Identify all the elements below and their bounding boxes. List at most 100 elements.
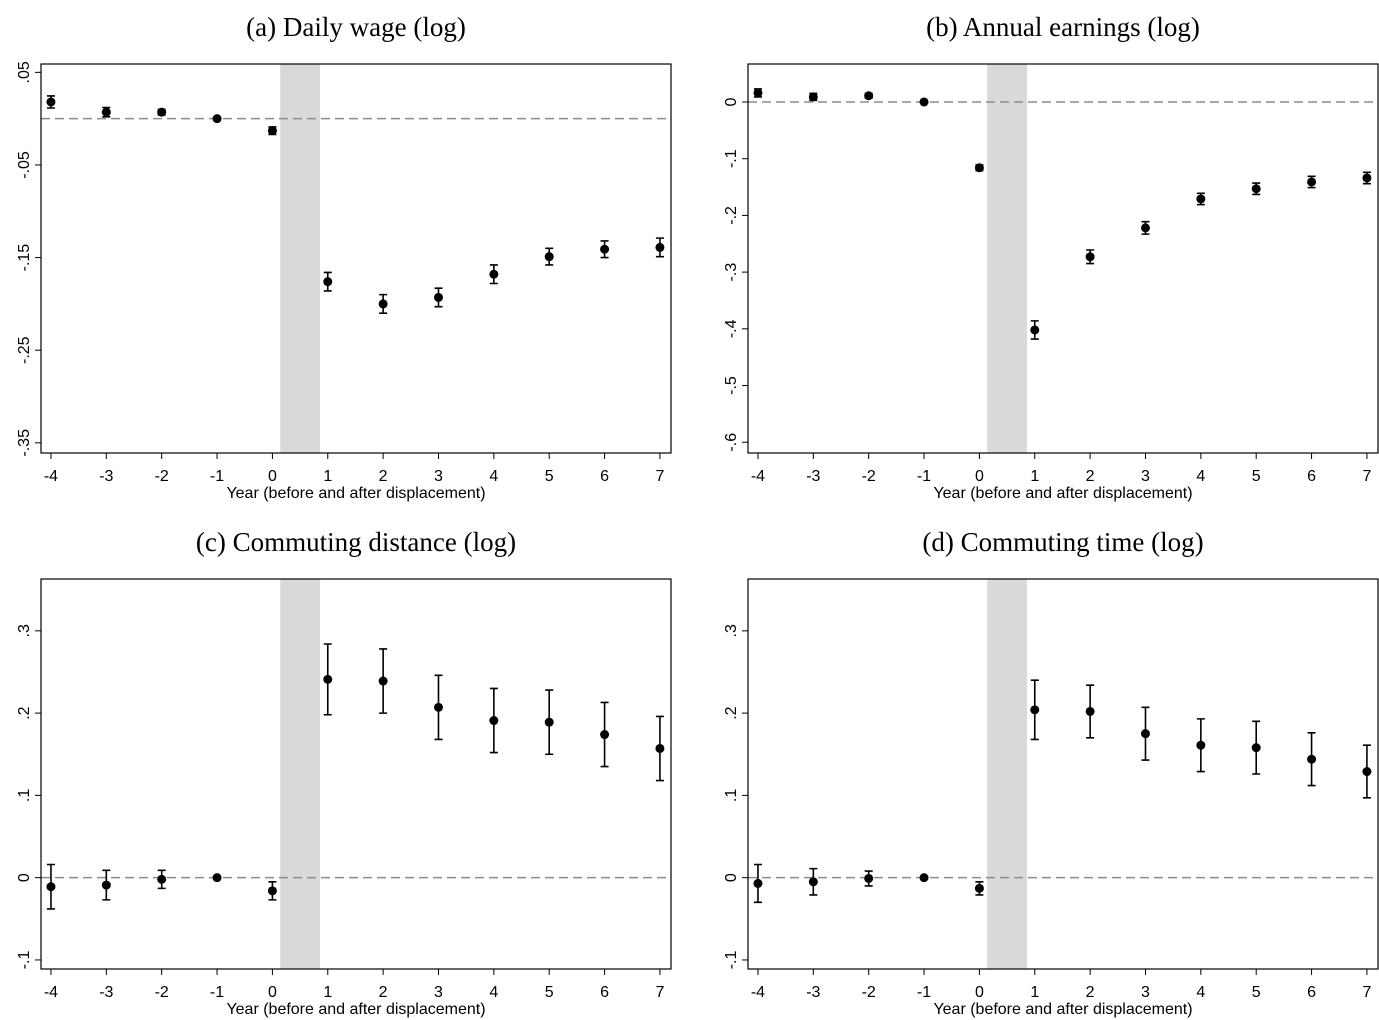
x-tick-label: -4 [751, 984, 765, 1001]
panel-title: (d) Commuting time (log) [922, 527, 1203, 557]
y-tick-label: -.3 [723, 263, 740, 282]
y-tick-label: 0 [16, 873, 33, 882]
x-tick-label: 4 [489, 984, 498, 1001]
x-tick-label: -4 [751, 468, 765, 485]
x-tick-label: 2 [379, 468, 388, 485]
y-tick-label: -.1 [16, 951, 33, 970]
x-tick-label: -4 [44, 468, 58, 485]
point [600, 244, 610, 254]
point [1030, 705, 1040, 715]
x-tick-label: -1 [210, 984, 224, 1001]
x-tick-label: 4 [1196, 468, 1205, 485]
point [1140, 223, 1150, 233]
x-tick-label: -3 [99, 468, 113, 485]
x-tick-label: 7 [655, 468, 664, 485]
x-tick-label: 6 [600, 984, 609, 1001]
point [1196, 194, 1206, 204]
shaded-band [987, 64, 1028, 453]
point [544, 252, 554, 262]
plot-frame [747, 63, 1379, 454]
point [655, 242, 665, 252]
point [101, 880, 111, 890]
x-tick-label: 6 [600, 468, 609, 485]
point [1085, 706, 1095, 716]
x-tick-label: 5 [545, 984, 554, 1001]
point [919, 97, 929, 107]
point [1196, 740, 1206, 750]
panel-title: (a) Daily wage (log) [246, 12, 466, 42]
y-tick-label: .1 [16, 789, 33, 802]
x-tick-label: 1 [1030, 984, 1039, 1001]
x-tick-label: -1 [917, 984, 931, 1001]
y-tick-label: .2 [723, 706, 740, 719]
x-tick-label: -2 [862, 984, 876, 1001]
point [1362, 767, 1372, 777]
x-tick-label: 0 [975, 468, 984, 485]
y-tick-label: -.1 [723, 951, 740, 970]
y-tick-label: 0 [723, 873, 740, 882]
x-tick-label: -1 [210, 468, 224, 485]
panel: (b) Annual earnings (log) 0 -.1 -.2 -.3 -.4 -.… [723, 12, 1379, 502]
point [489, 716, 499, 726]
x-tick-label: 1 [323, 984, 332, 1001]
plot-frame [747, 578, 1379, 970]
point [433, 702, 443, 712]
point [808, 877, 818, 887]
x-tick-label: 3 [434, 468, 443, 485]
point [1140, 729, 1150, 739]
point [46, 97, 56, 107]
x-tick-label: 7 [1362, 984, 1371, 1001]
point [544, 717, 554, 727]
x-tick-label: 4 [489, 468, 498, 485]
plot-frame [40, 63, 672, 454]
point [157, 874, 167, 884]
x-tick-label: 5 [545, 468, 554, 485]
y-tick-label: -.4 [723, 319, 740, 338]
shaded-band [280, 64, 321, 453]
x-tick-label: -2 [862, 468, 876, 485]
y-tick-label: .1 [723, 789, 740, 802]
x-tick-label: -4 [44, 984, 58, 1001]
y-tick-label: 0 [723, 97, 740, 106]
x-tick-label: 3 [1141, 468, 1150, 485]
y-tick-label: .3 [16, 624, 33, 637]
x-tick-label: 2 [1086, 984, 1095, 1001]
point [655, 743, 665, 753]
point [212, 114, 222, 124]
y-tick-label: -.25 [16, 336, 33, 364]
x-tick-label: 5 [1252, 468, 1261, 485]
point [864, 91, 874, 101]
x-tick-label: -1 [917, 468, 931, 485]
point [433, 292, 443, 302]
shaded-band [987, 579, 1028, 969]
point [1362, 173, 1372, 183]
point [919, 873, 929, 883]
x-tick-label: 2 [1086, 468, 1095, 485]
point [1030, 325, 1040, 335]
panel: (c) Commuting distance (log) .3 .2 .1 0 -.1 -4… [16, 527, 672, 1018]
y-tick-label: -.1 [723, 149, 740, 168]
point [1251, 184, 1261, 194]
y-tick-label: -.2 [723, 206, 740, 225]
panel-title: (b) Annual earnings (log) [926, 12, 1200, 42]
point [267, 886, 277, 896]
point [212, 873, 222, 883]
point [46, 882, 56, 892]
plot-frame [40, 578, 672, 970]
x-axis-label: Year (before and after displacement) [226, 1001, 485, 1018]
x-tick-label: 1 [323, 468, 332, 485]
point [323, 674, 333, 684]
panel-title: (c) Commuting distance (log) [196, 527, 516, 557]
x-tick-label: 3 [434, 984, 443, 1001]
x-axis-label: Year (before and after displacement) [933, 1001, 1192, 1018]
x-tick-label: 0 [268, 468, 277, 485]
x-axis-label: Year (before and after displacement) [226, 485, 485, 502]
point [974, 163, 984, 173]
point [1307, 754, 1317, 764]
y-tick-label: -.6 [723, 433, 740, 452]
point [808, 92, 818, 102]
x-tick-label: 6 [1307, 984, 1316, 1001]
x-tick-label: -3 [806, 984, 820, 1001]
point [753, 88, 763, 98]
